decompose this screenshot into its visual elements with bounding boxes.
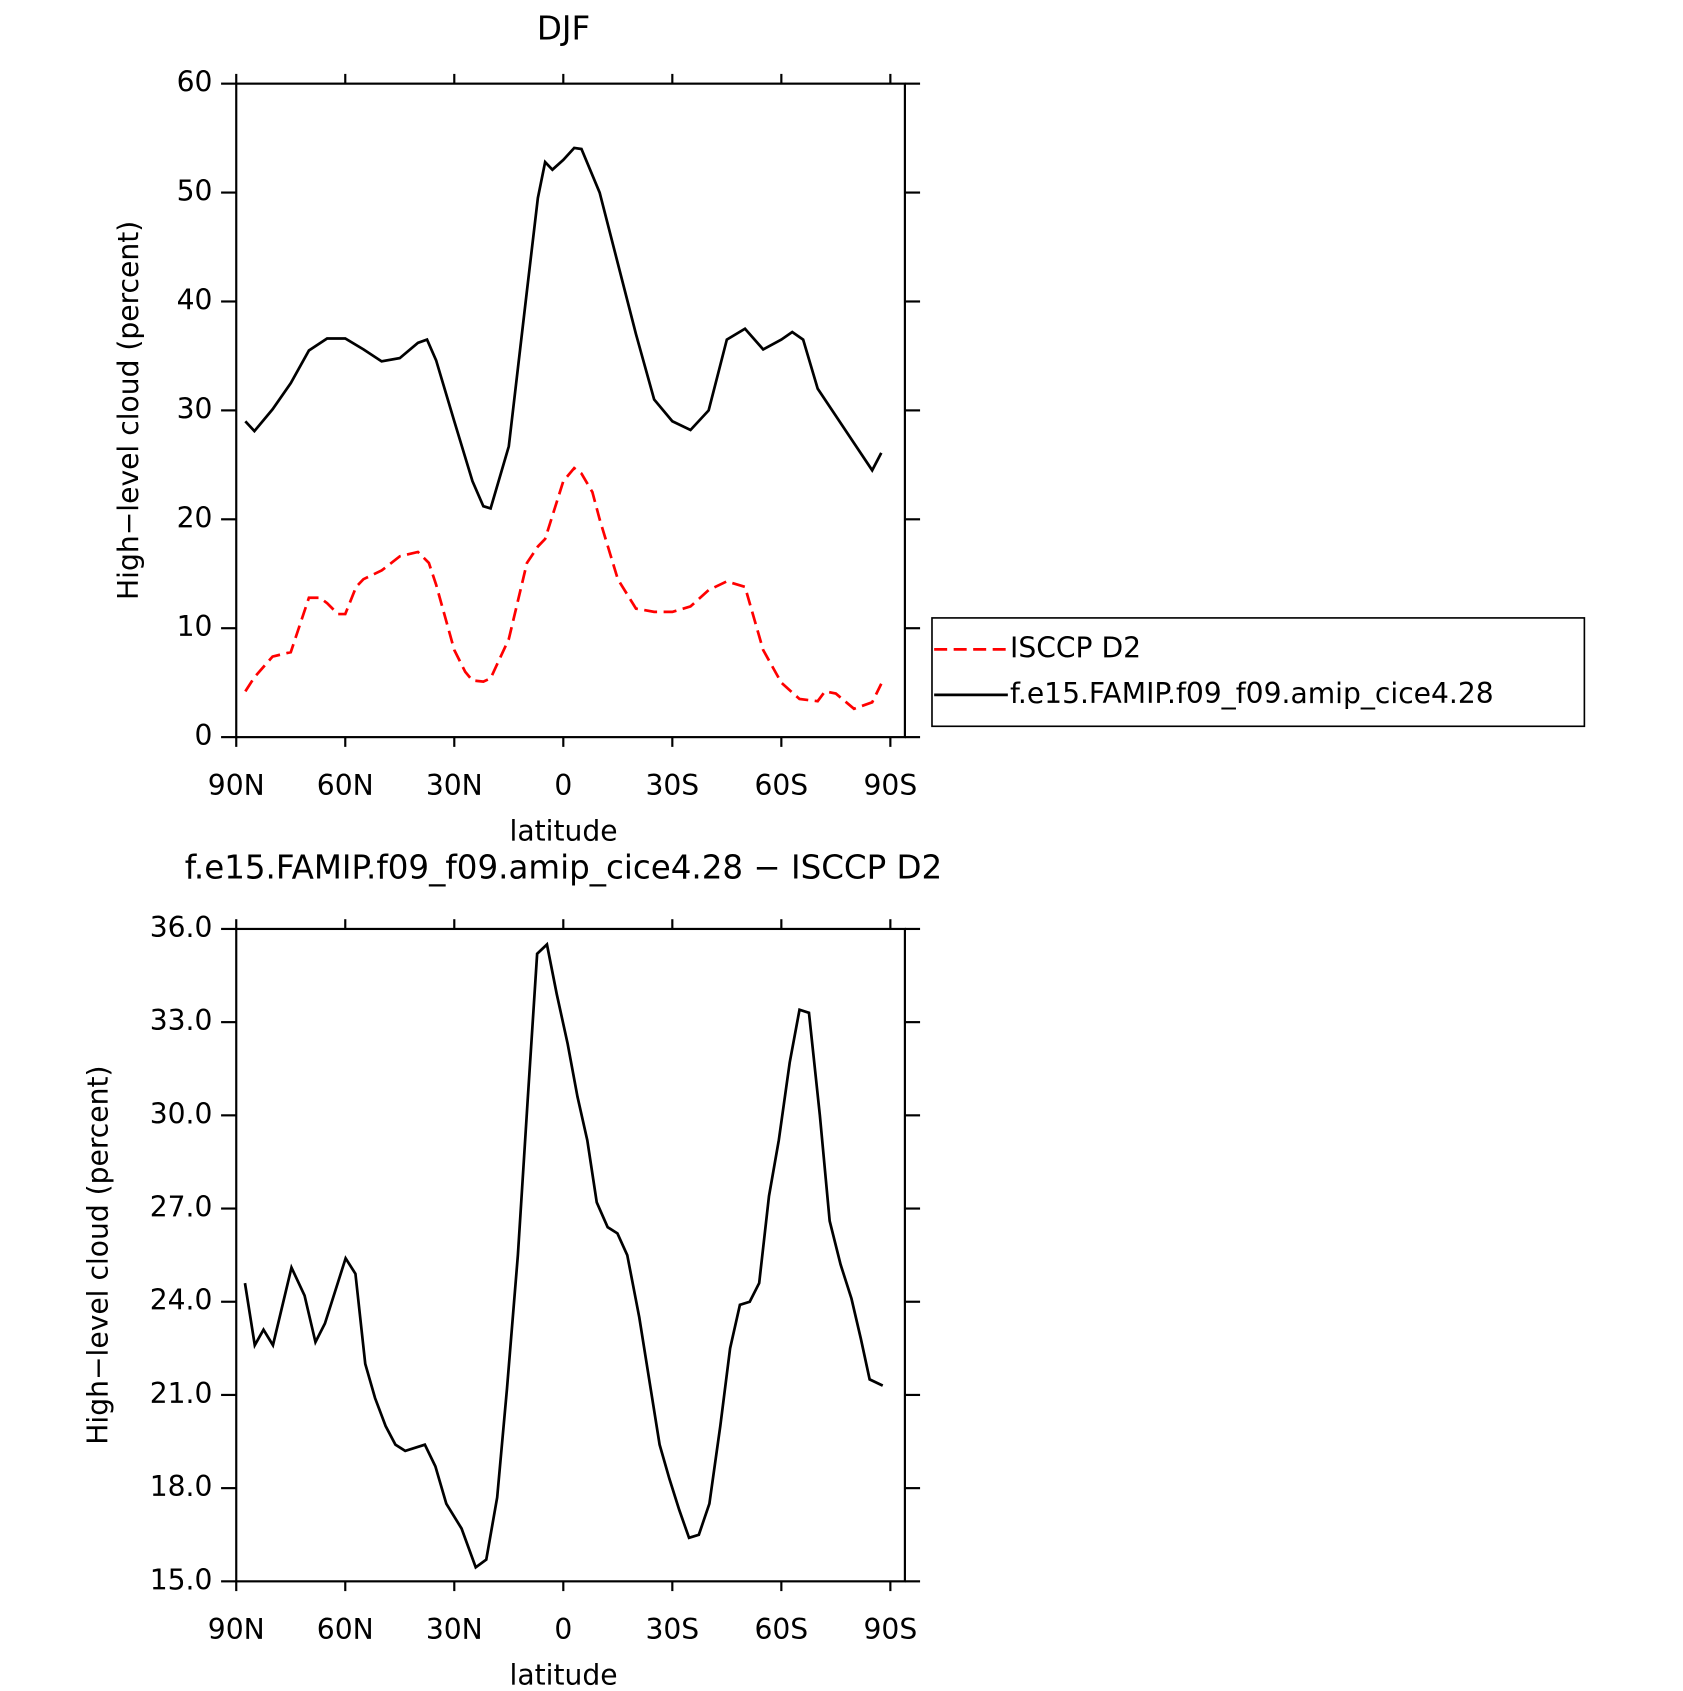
y-tick-label: 50 bbox=[177, 175, 213, 208]
x-axis-label: latitude bbox=[510, 814, 618, 847]
chart-title: f.e15.FAMIP.f09_f09.amip_cice4.28 − ISCC… bbox=[185, 848, 942, 886]
y-tick-label: 33.0 bbox=[150, 1004, 213, 1037]
y-tick-label: 10 bbox=[177, 610, 213, 643]
legend-label: ISCCP D2 bbox=[1010, 631, 1141, 664]
y-axis-label: High−level cloud (percent) bbox=[82, 1066, 115, 1445]
x-tick-label: 0 bbox=[554, 769, 572, 802]
y-tick-label: 24.0 bbox=[150, 1284, 213, 1317]
y-tick-label: 0 bbox=[194, 719, 212, 752]
x-tick-label: 60N bbox=[317, 1613, 374, 1646]
chart-title: DJF bbox=[537, 10, 590, 48]
data-line bbox=[244, 146, 883, 511]
y-tick-label: 18.0 bbox=[150, 1470, 213, 1503]
y-tick-label: 40 bbox=[177, 283, 213, 316]
data-line bbox=[244, 466, 883, 711]
y-tick-label: 60 bbox=[177, 66, 213, 99]
x-axis-label: latitude bbox=[510, 1659, 618, 1691]
x-tick-label: 90N bbox=[208, 1613, 265, 1646]
y-tick-label: 36.0 bbox=[150, 911, 213, 944]
plot-frame bbox=[235, 927, 906, 1583]
x-tick-label: 90N bbox=[208, 769, 265, 802]
legend-label: f.e15.FAMIP.f09_f09.amip_cice4.28 bbox=[1010, 677, 1494, 710]
x-tick-label: 60S bbox=[754, 769, 808, 802]
legend-box bbox=[931, 617, 1586, 728]
x-tick-label: 0 bbox=[554, 1613, 572, 1646]
x-tick-label: 60S bbox=[754, 1613, 808, 1646]
x-tick-label: 30S bbox=[645, 769, 699, 802]
x-tick-label: 90S bbox=[864, 1613, 918, 1646]
y-tick-label: 20 bbox=[177, 501, 213, 534]
x-tick-label: 90S bbox=[864, 769, 918, 802]
y-tick-label: 30 bbox=[177, 392, 213, 425]
y-tick-label: 21.0 bbox=[150, 1377, 213, 1410]
y-axis-label: High−level cloud (percent) bbox=[112, 221, 145, 600]
x-tick-label: 30N bbox=[426, 1613, 483, 1646]
x-tick-label: 30N bbox=[426, 769, 483, 802]
y-tick-label: 15.0 bbox=[150, 1563, 213, 1596]
plot-frame bbox=[235, 82, 906, 739]
y-tick-label: 27.0 bbox=[150, 1191, 213, 1224]
y-tick-label: 30.0 bbox=[150, 1097, 213, 1130]
data-line bbox=[243, 941, 884, 1570]
x-tick-label: 30S bbox=[645, 1613, 699, 1646]
x-tick-label: 60N bbox=[317, 769, 374, 802]
